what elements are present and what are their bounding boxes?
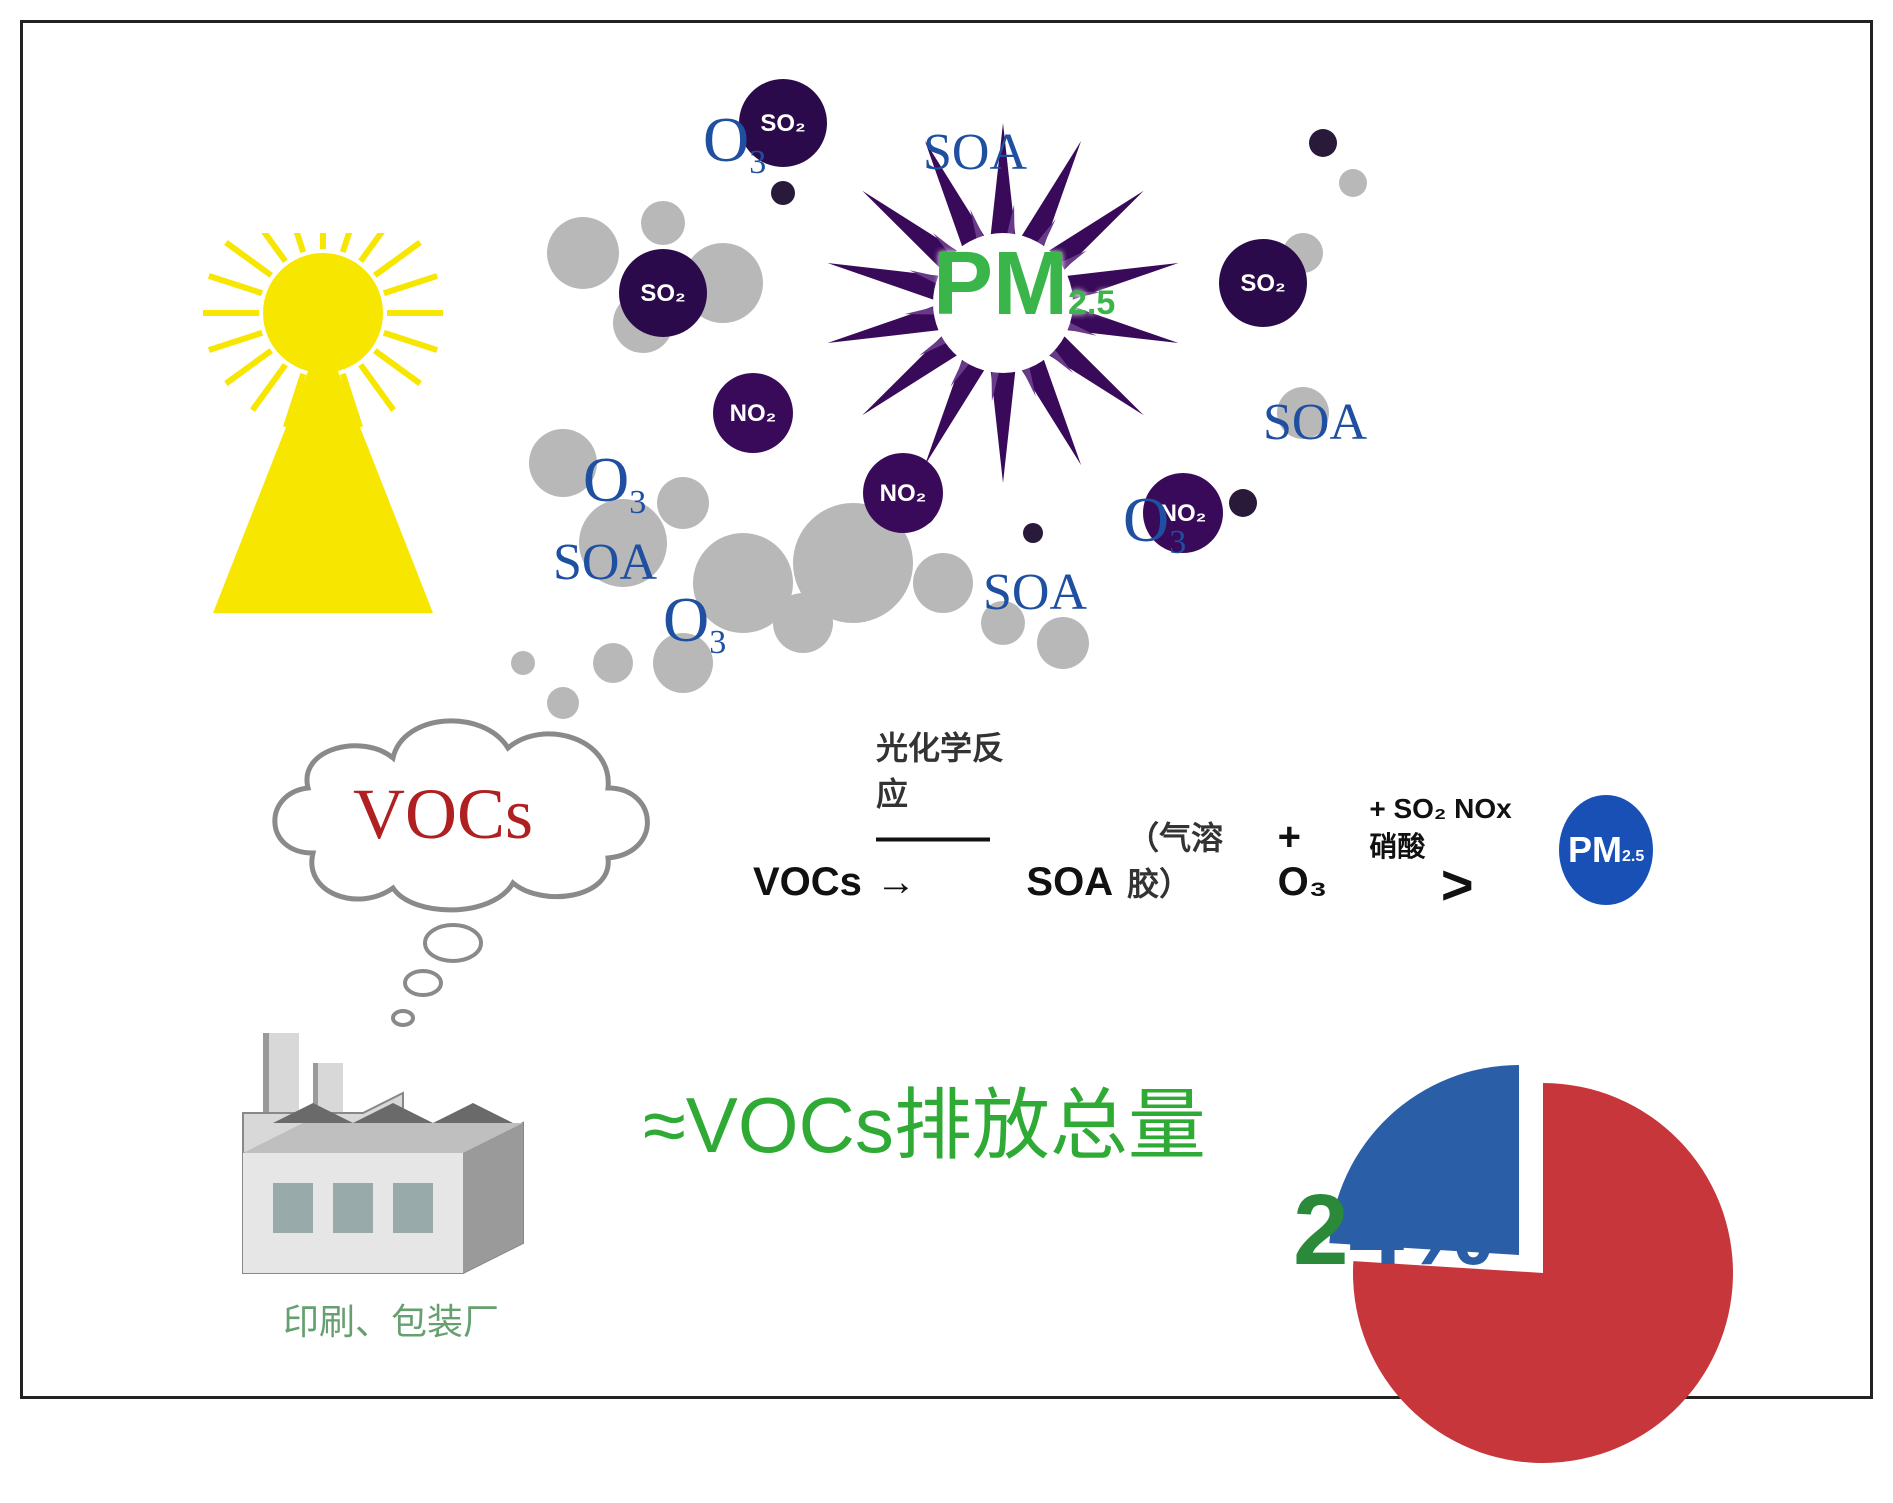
- eq-vocs: VOCs: [753, 860, 862, 905]
- svg-text:SO₂: SO₂: [760, 110, 805, 137]
- o3-label: O3: [583, 443, 646, 522]
- factory-label: 印刷、包装厂: [283, 1293, 499, 1345]
- eq-aerosol: （气溶胶）: [1127, 813, 1263, 905]
- vocs-cloud-label: VOCs: [353, 773, 533, 856]
- factory-icon: [203, 1023, 583, 1283]
- eq-top-left: 光化学反应: [876, 723, 1012, 815]
- soa-label: SOA: [553, 533, 657, 592]
- pm25-label: PM2.5: [933, 233, 1115, 336]
- pm-result-sub: 2.5: [1622, 848, 1644, 866]
- svg-text:SO₂: SO₂: [1240, 270, 1285, 297]
- eq-o3: + O₃: [1278, 815, 1350, 905]
- eq-soa: SOA: [1026, 860, 1113, 905]
- pct-2: 2: [1293, 1174, 1349, 1286]
- pct-4pct: 4%: [1349, 1174, 1494, 1286]
- o3-label: O3: [1123, 483, 1186, 562]
- svg-text:SO₂: SO₂: [640, 280, 685, 307]
- infographic-frame: SO₂SO₂SO₂NO₂NO₂NO₂ PM2.5 O3O3O3O3SOASOAS…: [20, 20, 1873, 1399]
- soa-label: SOA: [923, 123, 1027, 182]
- soa-label: SOA: [1263, 393, 1367, 452]
- pm-result-text: PM: [1568, 829, 1622, 871]
- o3-label: O3: [703, 103, 766, 182]
- eq-gt: >: [1441, 865, 1474, 905]
- pie-percent-label: 24%: [1293, 1173, 1493, 1288]
- pm-result-circle: PM2.5: [1559, 795, 1653, 905]
- soa-label: SOA: [983, 563, 1087, 622]
- svg-text:NO₂: NO₂: [730, 400, 777, 427]
- reaction-equation: VOCs 光化学反应 ———→ SOA （气溶胶） + O₃ + SO₂ NOx…: [753, 723, 1653, 905]
- vocs-total-title: ≈VOCs排放总量: [643, 1063, 1206, 1175]
- o3-label: O3: [663, 583, 726, 662]
- svg-text:NO₂: NO₂: [880, 480, 927, 507]
- pm-text: PM: [933, 234, 1068, 334]
- reaction-cloud: SO₂SO₂SO₂NO₂NO₂NO₂: [23, 23, 1523, 743]
- pm-sub: 2.5: [1068, 284, 1115, 322]
